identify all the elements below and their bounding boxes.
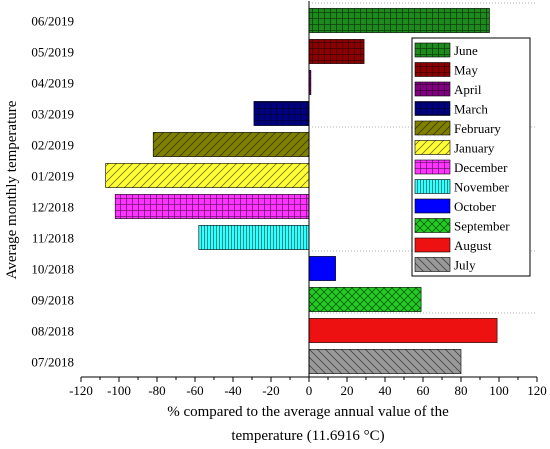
- legend-swatch: [414, 140, 451, 155]
- x-tick-label: -100: [107, 383, 131, 398]
- y-tick-label: 11/2018: [32, 231, 74, 246]
- x-tick-label: 100: [489, 383, 509, 398]
- x-tick-label: -40: [224, 383, 241, 398]
- bar-09/2018: [308, 287, 422, 312]
- legend-label: August: [454, 238, 492, 253]
- y-tick-label: 02/2019: [31, 138, 74, 153]
- legend-label: September: [454, 219, 510, 234]
- y-tick-label: 12/2018: [31, 200, 74, 215]
- x-tick-label: 120: [527, 383, 547, 398]
- y-tick-label: 05/2019: [31, 45, 74, 60]
- bar-07/2018: [308, 349, 462, 374]
- legend-swatch: [414, 198, 451, 214]
- y-tick-label: 06/2019: [31, 14, 74, 29]
- x-axis-title-line1: % compared to the average annual value o…: [167, 404, 449, 420]
- bar-12/2018: [114, 194, 310, 219]
- y-tick-label: 01/2019: [31, 169, 74, 184]
- legend-label: December: [454, 160, 508, 175]
- y-axis-title: Average monthly temperature: [4, 100, 20, 279]
- x-tick-label: 60: [417, 383, 430, 398]
- legend-label: January: [454, 141, 495, 156]
- bar-03/2019: [253, 101, 310, 126]
- legend-swatch: [414, 62, 451, 77]
- y-tick-label: 10/2018: [31, 262, 74, 277]
- legend-label: May: [454, 63, 478, 78]
- legend-swatch: [414, 81, 451, 97]
- legend-swatch: [414, 101, 451, 116]
- bar-05/2019: [308, 39, 365, 64]
- legend-label: November: [454, 180, 510, 195]
- legend-label: February: [454, 121, 501, 136]
- legend-swatch: [414, 237, 451, 253]
- legend-swatch: [414, 120, 451, 136]
- y-tick-label: 08/2018: [31, 324, 74, 339]
- x-tick-label: 40: [379, 383, 392, 398]
- bar-06/2019: [308, 8, 490, 33]
- x-tick-label: 20: [341, 383, 354, 398]
- legend-swatch: [414, 179, 451, 194]
- x-tick-label: 80: [455, 383, 468, 398]
- legend-label: October: [454, 199, 497, 214]
- legend-swatch: [414, 42, 451, 58]
- x-tick-label: 0: [306, 383, 313, 398]
- y-tick-label: 04/2019: [31, 76, 74, 91]
- legend-label: April: [454, 82, 482, 97]
- legend-swatch: [414, 218, 451, 233]
- bar-08/2018: [308, 318, 498, 343]
- legend-label: June: [454, 43, 478, 58]
- legend-label: July: [454, 258, 476, 273]
- bar-01/2019: [105, 163, 310, 188]
- y-tick-label: 07/2018: [31, 355, 74, 370]
- legend-swatch: [414, 257, 451, 272]
- x-tick-label: -20: [262, 383, 279, 398]
- bar-10/2018: [308, 256, 336, 281]
- legend-swatch: [414, 159, 451, 175]
- y-tick-label: 09/2018: [31, 293, 74, 308]
- x-tick-label: -60: [186, 383, 203, 398]
- legend-box: [411, 37, 531, 277]
- y-tick-label: 03/2019: [31, 107, 74, 122]
- x-axis-title-line2: temperature (11.6916 °C): [231, 428, 384, 444]
- x-tick-label: -120: [69, 383, 93, 398]
- bar-11/2018: [198, 225, 310, 250]
- bar-02/2019: [152, 132, 310, 157]
- legend-label: March: [454, 102, 488, 117]
- x-tick-label: -80: [148, 383, 165, 398]
